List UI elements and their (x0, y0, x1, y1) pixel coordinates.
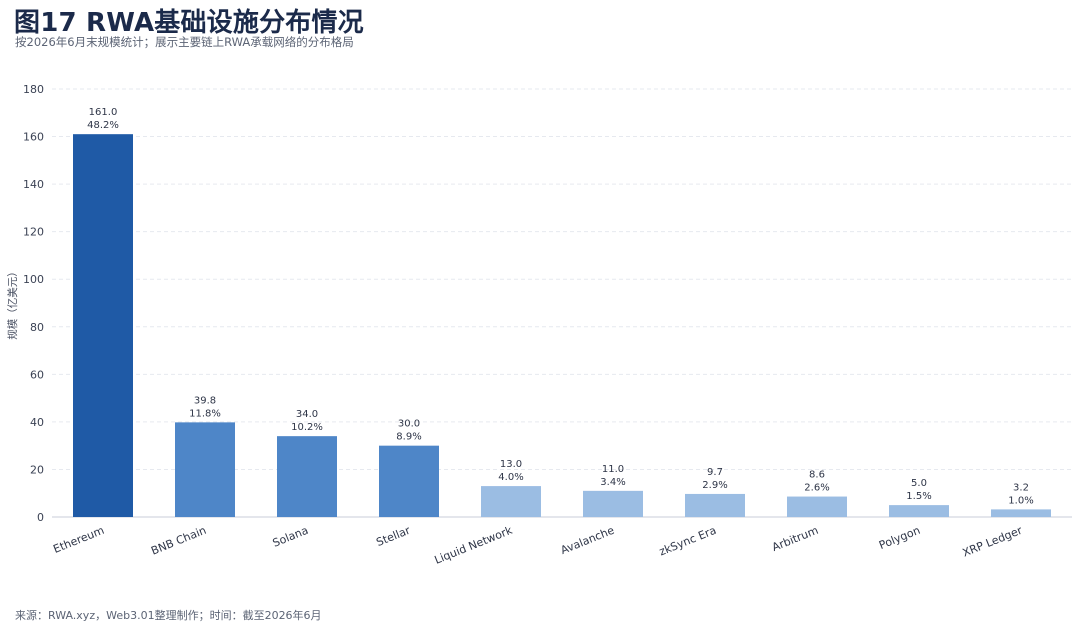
value-label: 39.8 (194, 395, 216, 406)
bars (73, 134, 1051, 517)
y-tick-label: 20 (30, 463, 44, 476)
bar (175, 422, 235, 517)
x-tick-label: zkSync Era (657, 524, 718, 559)
share-label: 10.2% (291, 422, 323, 433)
bar (991, 509, 1051, 517)
value-label: 13.0 (500, 459, 522, 470)
bar (277, 436, 337, 517)
y-tick-label: 180 (23, 83, 44, 96)
x-tick-label: Solana (271, 524, 310, 550)
x-tick-label: XRP Ledger (961, 524, 1025, 560)
share-label: 48.2% (87, 120, 119, 131)
x-axis-labels: Ethereum BNB Chain Solana Stellar Liquid Net… (51, 523, 1024, 566)
share-label: 11.8% (189, 408, 221, 419)
y-tick-label: 80 (30, 321, 44, 334)
y-tick-label: 60 (30, 368, 44, 381)
x-tick-label: Stellar (374, 524, 412, 550)
source-note: 来源：RWA.xyz，Web3.01整理制作；时间：截至2026年6月 (15, 609, 322, 622)
value-label: 30.0 (398, 419, 420, 430)
value-label: 8.6 (809, 470, 825, 481)
y-tick-label: 0 (37, 511, 44, 524)
value-label: 9.7 (707, 467, 723, 478)
y-tick-label: 140 (23, 178, 44, 191)
y-tick-label: 100 (23, 273, 44, 286)
share-label: 2.6% (804, 483, 829, 494)
value-label: 11.0 (602, 464, 624, 475)
bar (379, 445, 439, 517)
value-label: 161.0 (89, 107, 118, 118)
y-axis-title: 规模（亿美元） (6, 266, 19, 340)
x-tick-label: Arbitrum (770, 524, 820, 554)
y-tick-label: 40 (30, 416, 44, 429)
x-tick-label: Liquid Network (433, 523, 515, 566)
bar (889, 505, 949, 517)
bar (481, 486, 541, 517)
y-tick-label: 120 (23, 226, 44, 239)
share-label: 1.5% (906, 491, 931, 502)
x-tick-label: Avalanche (559, 524, 617, 557)
y-axis-ticks: 0 20 40 60 80 100 120 140 160 180 (23, 83, 44, 524)
grid-lines (52, 88, 1072, 518)
x-tick-label: Polygon (877, 524, 922, 552)
bar (787, 496, 847, 517)
value-labels: 161.0 48.2% 39.8 11.8% 34.0 10.2% 30.0 8.9% 13.0… (87, 107, 1034, 506)
share-label: 8.9% (396, 432, 421, 443)
share-label: 3.4% (600, 477, 625, 488)
x-tick-label: Ethereum (51, 524, 106, 556)
page-subtitle: 按2026年6月末规模统计；展示主要链上RWA承载网络的分布格局 (15, 35, 354, 49)
bar (583, 490, 643, 517)
value-label: 34.0 (296, 409, 318, 420)
page-title: 图17 RWA基础设施分布情况 (14, 8, 364, 38)
y-tick-label: 160 (23, 131, 44, 144)
bar (685, 493, 745, 517)
share-label: 4.0% (498, 472, 523, 483)
share-label: 1.0% (1008, 495, 1033, 506)
value-label: 3.2 (1013, 482, 1029, 493)
value-label: 5.0 (911, 478, 927, 489)
bar (73, 134, 133, 517)
x-tick-label: BNB Chain (149, 524, 208, 558)
share-label: 2.9% (702, 480, 727, 491)
